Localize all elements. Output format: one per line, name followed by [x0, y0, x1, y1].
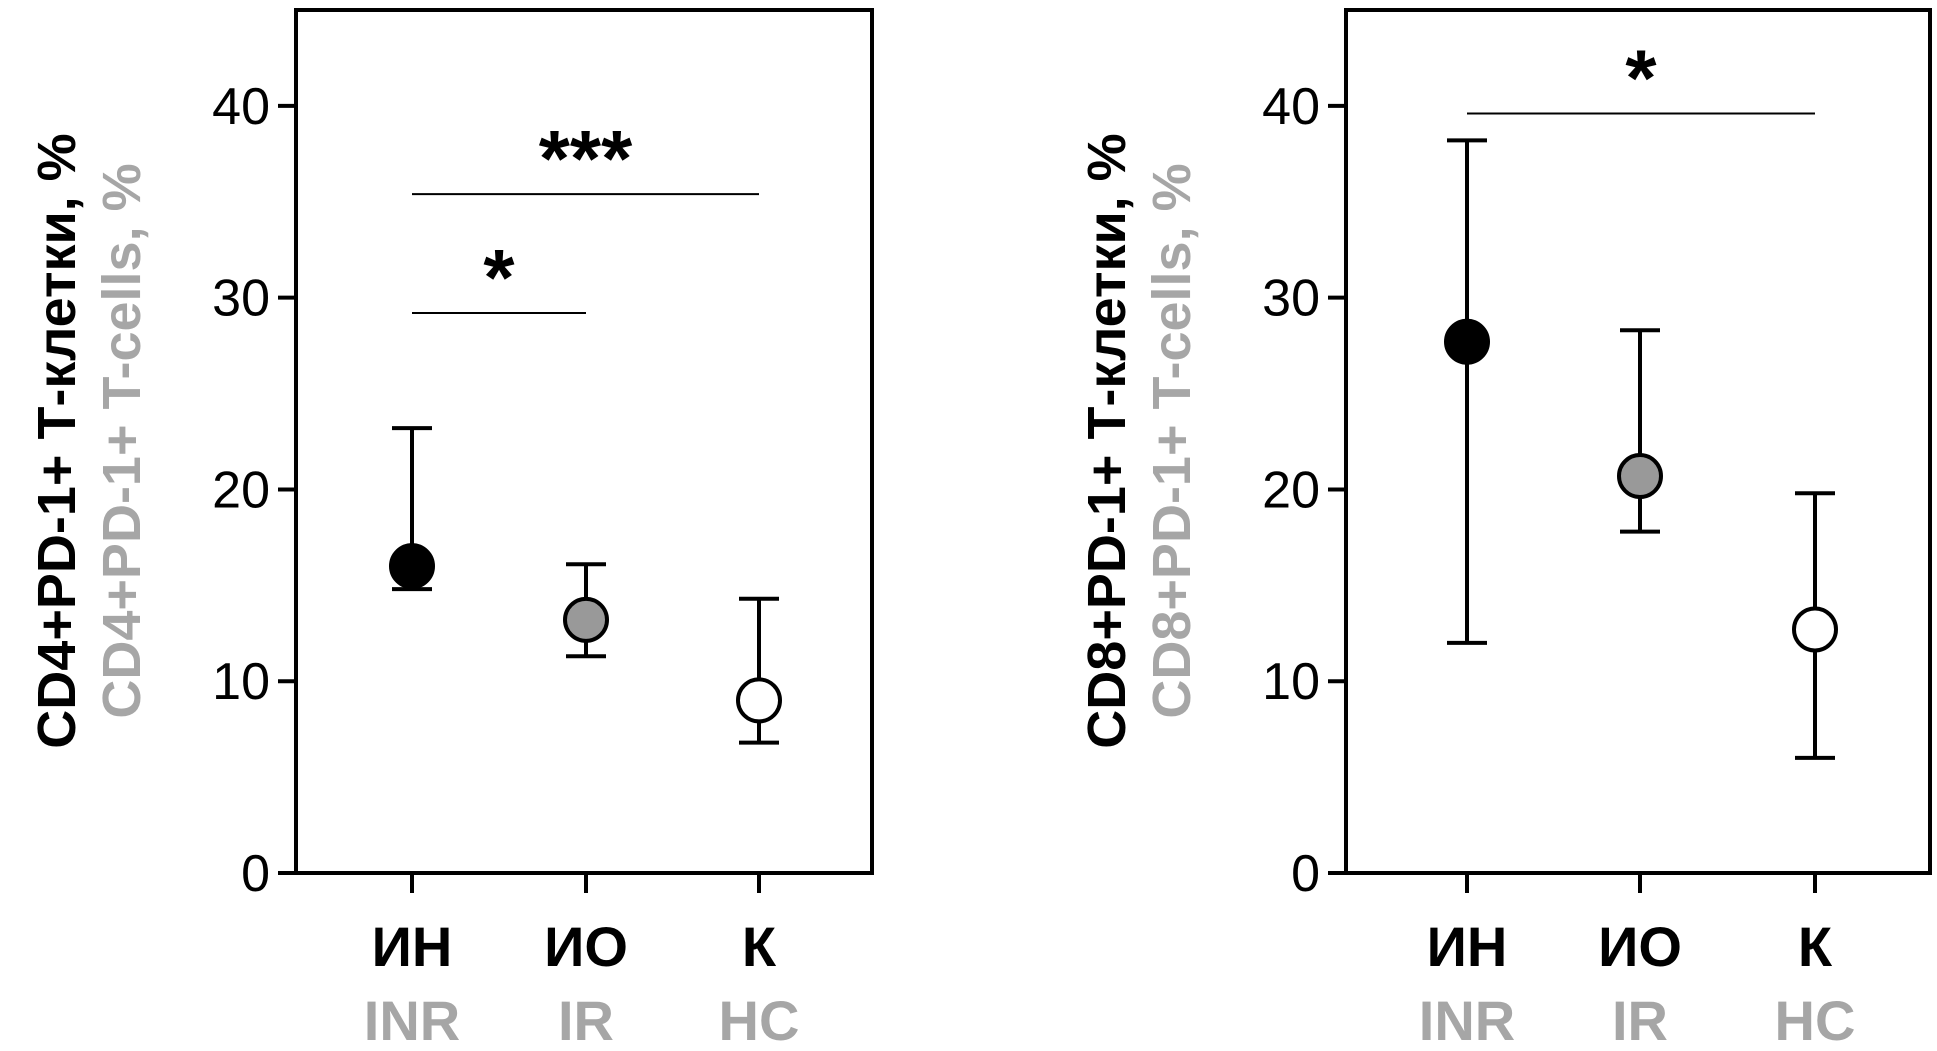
x-tick-label-en: HC — [719, 989, 800, 1051]
y-axis-title-ru: CD4+PD-1+ Т-клетки, % — [27, 133, 87, 748]
data-point — [736, 677, 782, 724]
x-tick-label-ru: ИО — [544, 915, 628, 978]
y-tick-label: 0 — [1291, 845, 1320, 903]
x-tick-label-en: INR — [364, 989, 460, 1051]
x-tick-label-ru: ИН — [1427, 915, 1508, 978]
x-tick-label-ru: ИО — [1598, 915, 1682, 978]
significance-label: * — [483, 233, 515, 322]
significance-label: * — [1625, 34, 1657, 123]
x-tick-label-ru: ИН — [372, 915, 453, 978]
y-tick-label: 0 — [241, 845, 270, 903]
panel-cd4: 0 10 20 30 40 CD4+PD-1+ Т-клетки, % CD4+PD-1+ … — [27, 8, 874, 1051]
x-tick-label-ru: К — [1798, 915, 1833, 978]
significance-label: *** — [539, 114, 633, 203]
x-tick-label-en: INR — [1419, 989, 1515, 1051]
y-tick-label: 20 — [212, 461, 270, 519]
y-tick-label: 10 — [212, 653, 270, 711]
y-axis-title-en: CD8+PD-1+ T-cells, % — [1142, 163, 1202, 718]
y-axis-title-en: CD4+PD-1+ T-cells, % — [92, 163, 152, 718]
y-tick-label: 30 — [1262, 270, 1320, 328]
x-tick-label-ru: К — [742, 915, 777, 978]
data-point — [1792, 606, 1838, 653]
data-point — [1617, 453, 1663, 500]
data-point — [389, 543, 435, 590]
y-axis-title-ru: CD8+PD-1+ Т-клетки, % — [1077, 133, 1137, 748]
y-tick-label: 10 — [1262, 653, 1320, 711]
y-tick-label: 40 — [1262, 78, 1320, 136]
data-point — [1444, 318, 1490, 365]
y-tick-label: 30 — [212, 270, 270, 328]
data-point — [563, 596, 609, 643]
x-tick-label-en: IR — [1612, 989, 1668, 1051]
y-tick-label: 20 — [1262, 461, 1320, 519]
y-tick-label: 40 — [212, 78, 270, 136]
x-tick-label-en: IR — [558, 989, 614, 1051]
x-tick-label-en: HC — [1775, 989, 1856, 1051]
panel-cd8: 0 10 20 30 40 CD8+PD-1+ Т-клетки, % CD8+PD-1+ … — [1077, 8, 1932, 1051]
